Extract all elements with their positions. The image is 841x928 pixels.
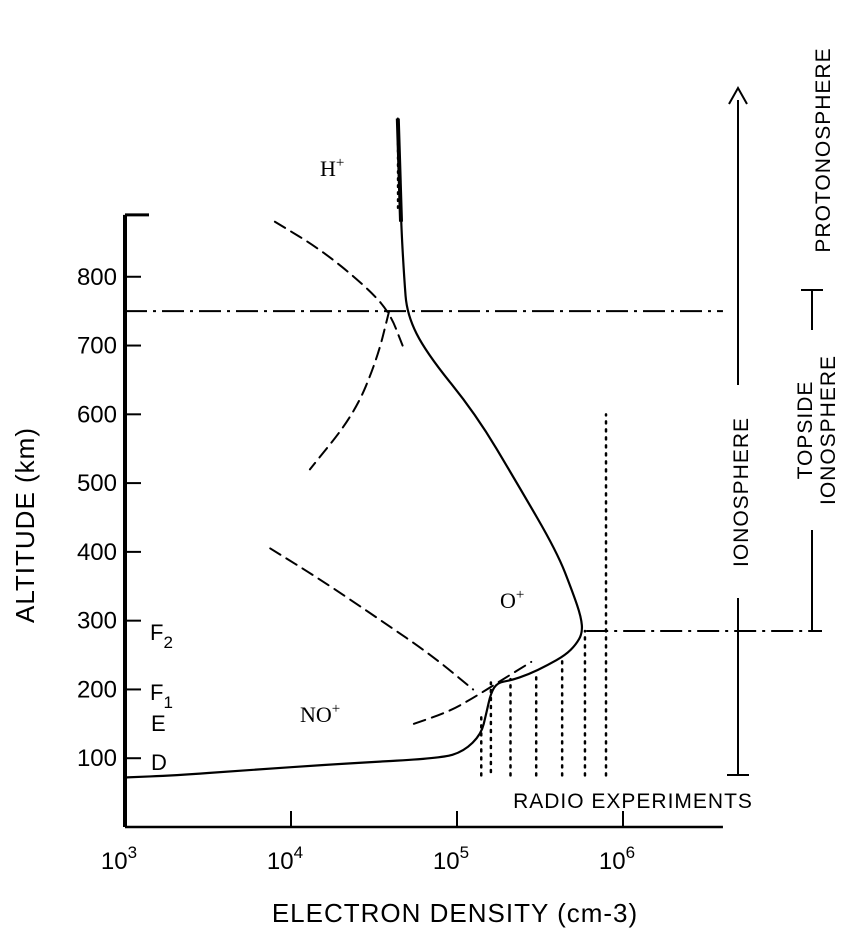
y-axis-title: ALTITUDE (km) (10, 427, 40, 623)
ionosphere-label: IONOSPHERE (730, 417, 753, 567)
layer-e-label: E (151, 711, 166, 736)
x-tick-label: 103 (101, 843, 137, 875)
x-tick-label: 104 (267, 843, 303, 875)
axes-group (123, 213, 723, 829)
series-o-plus-line (269, 547, 475, 691)
y-tick-label: 700 (77, 333, 117, 360)
x-tick-label: 106 (599, 843, 635, 875)
y-tick-label: 100 (77, 745, 117, 772)
y-tick-label: 600 (77, 401, 117, 428)
protonosphere-label: PROTONOSPHERE (812, 47, 835, 252)
radio-experiments-label: RADIO EXPERIMENTS (513, 790, 753, 813)
topside-ionosphere-label: IONOSPHERE (817, 355, 840, 505)
o-plus-label: O+ (500, 587, 524, 613)
radio-experiments-lines-group (480, 413, 608, 777)
series-group (123, 117, 584, 779)
x-axis-title: ELECTRON DENSITY (cm-3) (272, 898, 638, 928)
series-no-plus-line (412, 660, 533, 725)
layer-f1-label: F1 (150, 680, 173, 712)
y-tick-label: 200 (77, 676, 117, 703)
series-solid-line (123, 117, 584, 779)
series-h-plus-line (273, 220, 404, 347)
ticks-group: 100 200 300 400 500 600 700 800 103 104 105 106 (77, 264, 635, 875)
no-plus-label: NO+ (300, 701, 340, 727)
topside-label: TOPSIDE (794, 381, 817, 480)
layer-d-label: D (151, 750, 167, 775)
series-dashed-line (308, 310, 391, 471)
y-tick-label: 400 (77, 539, 117, 566)
profile-top-segment (395, 118, 404, 222)
y-tick-label: 300 (77, 608, 117, 635)
y-tick-label: 500 (77, 470, 117, 497)
layer-f2-label: F2 (150, 620, 173, 652)
reference-lines-group (125, 310, 822, 632)
y-tick-label: 800 (77, 264, 117, 291)
x-tick-label: 105 (433, 843, 469, 875)
h-plus-label: H+ (320, 155, 344, 181)
topside-bracket (801, 289, 823, 632)
ionosphere-bracket (727, 85, 749, 776)
